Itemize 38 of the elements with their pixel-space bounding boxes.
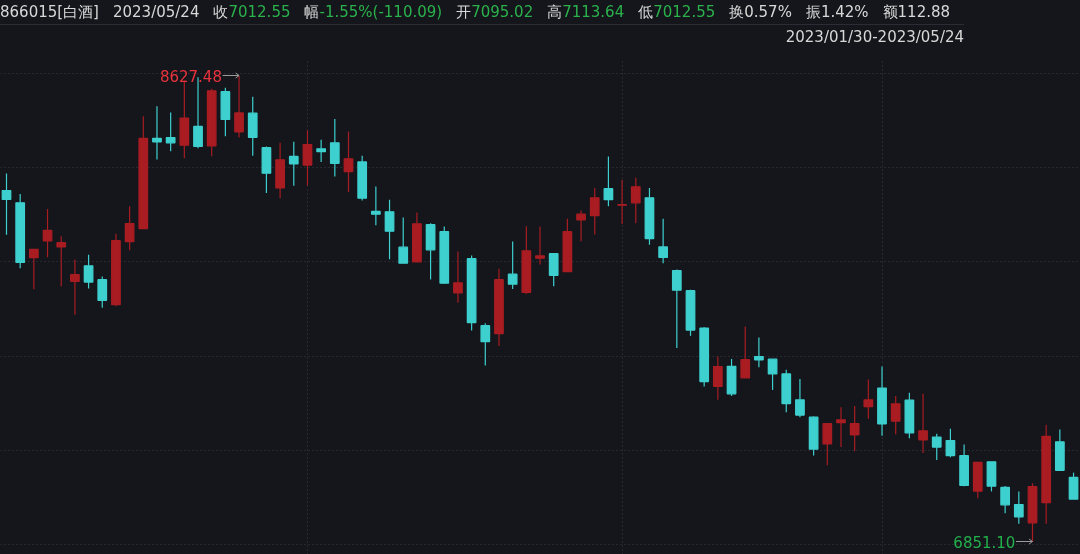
annotation: 6851.10 bbox=[953, 533, 1016, 552]
text: 开 bbox=[456, 3, 472, 21]
text: 2023/05/24 bbox=[112, 3, 200, 21]
candlestick bbox=[494, 268, 504, 347]
text: 2023/01/30-2023/05/24 bbox=[785, 28, 965, 46]
text: 额112.88 bbox=[882, 3, 951, 21]
candlestick bbox=[712, 355, 723, 401]
text: 7012.55 bbox=[228, 3, 291, 21]
annotation: 8627.48 bbox=[159, 67, 222, 86]
text: 换0.57% bbox=[729, 3, 792, 21]
candlestick bbox=[918, 393, 928, 454]
text: 收 bbox=[213, 3, 229, 21]
candlestick bbox=[877, 365, 887, 437]
candlestick bbox=[70, 258, 80, 316]
text: -1.55%(-110.09) bbox=[319, 3, 443, 21]
text: 7113.64 bbox=[562, 3, 625, 21]
candlestick bbox=[576, 209, 586, 242]
candlestick bbox=[111, 233, 121, 307]
candlestick bbox=[658, 218, 669, 264]
candlestick bbox=[316, 139, 327, 163]
candlestick bbox=[671, 269, 682, 349]
candlestick bbox=[535, 225, 545, 266]
candlestick bbox=[343, 130, 354, 193]
candlestick bbox=[617, 179, 627, 225]
candlestick bbox=[152, 105, 162, 161]
candlestick bbox=[1000, 485, 1011, 514]
candlestick bbox=[275, 142, 285, 199]
text: 幅 bbox=[304, 3, 320, 21]
text: 7012.55 bbox=[653, 3, 716, 21]
candlestick bbox=[754, 336, 764, 368]
candlestick bbox=[453, 250, 463, 304]
candlestick bbox=[836, 406, 846, 448]
text: 低 bbox=[638, 3, 654, 21]
candlestick bbox=[370, 185, 381, 226]
text: 振1.42% bbox=[805, 3, 869, 21]
text: 高 bbox=[547, 3, 563, 21]
text: 7095.02 bbox=[471, 3, 534, 21]
text: 866015[白酒] bbox=[0, 3, 99, 21]
